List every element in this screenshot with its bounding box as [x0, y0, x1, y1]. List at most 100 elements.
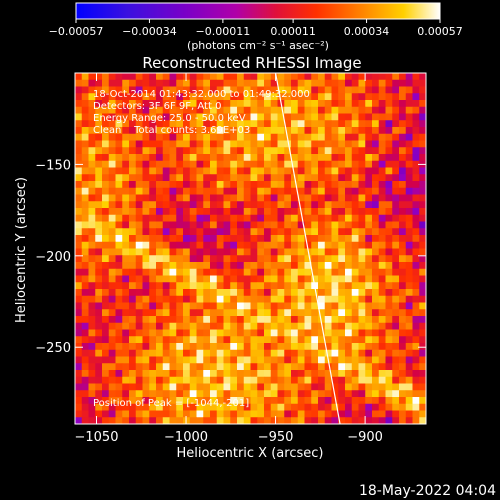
heatmap-pixel: [230, 390, 238, 398]
heatmap-pixel: [318, 208, 326, 216]
heatmap-pixel: [270, 275, 278, 283]
heatmap-pixel: [108, 410, 116, 418]
heatmap-pixel: [108, 167, 116, 175]
heatmap-pixel: [399, 410, 407, 418]
heatmap-pixel: [102, 410, 110, 418]
heatmap-pixel: [257, 417, 265, 424]
heatmap-pixel: [331, 282, 339, 290]
heatmap-pixel: [81, 343, 89, 351]
heatmap-pixel: [291, 309, 299, 317]
heatmap-pixel: [203, 275, 211, 283]
heatmap-pixel: [115, 322, 123, 330]
heatmap-pixel: [257, 140, 265, 148]
heatmap-pixel: [291, 235, 299, 243]
heatmap-pixel: [358, 235, 366, 243]
heatmap-pixel: [385, 154, 393, 162]
heatmap-pixel: [338, 221, 346, 229]
heatmap-pixel: [196, 73, 204, 81]
heatmap-pixel: [210, 410, 218, 418]
heatmap-pixel: [412, 275, 420, 283]
heatmap-pixel: [318, 417, 326, 424]
heatmap-pixel: [311, 160, 319, 168]
heatmap-pixel: [372, 127, 380, 135]
heatmap-pixel: [304, 336, 312, 344]
heatmap-pixel: [122, 376, 130, 384]
heatmap-pixel: [237, 302, 245, 310]
heatmap-pixel: [75, 268, 83, 276]
heatmap-pixel: [338, 397, 346, 405]
heatmap-pixel: [135, 208, 143, 216]
heatmap-pixel: [108, 181, 116, 189]
heatmap-pixel: [392, 410, 400, 418]
heatmap-pixel: [237, 349, 245, 357]
heatmap-pixel: [264, 349, 272, 357]
heatmap-pixel: [243, 147, 251, 155]
heatmap-pixel: [338, 187, 346, 195]
heatmap-pixel: [183, 302, 191, 310]
heatmap-pixel: [162, 417, 170, 424]
heatmap-pixel: [108, 390, 116, 398]
heatmap-pixel: [345, 187, 353, 195]
heatmap-pixel: [149, 181, 157, 189]
heatmap-pixel: [81, 113, 89, 121]
heatmap-pixel: [142, 403, 150, 411]
heatmap-pixel: [75, 417, 83, 424]
heatmap-pixel: [102, 208, 110, 216]
heatmap-pixel: [311, 316, 319, 324]
heatmap-pixel: [156, 302, 164, 310]
heatmap-pixel: [365, 356, 373, 364]
heatmap-pixel: [122, 93, 130, 101]
heatmap-pixel: [284, 390, 292, 398]
heatmap-pixel: [156, 275, 164, 283]
heatmap-pixel: [88, 268, 96, 276]
heatmap-pixel: [351, 194, 359, 202]
colorbar-tick-label: −0.00011: [196, 25, 251, 38]
heatmap-pixel: [230, 120, 238, 128]
heatmap-pixel: [372, 295, 380, 303]
heatmap-pixel: [129, 147, 137, 155]
heatmap-pixel: [399, 282, 407, 290]
heatmap-pixel: [324, 214, 332, 222]
heatmap-pixel: [304, 316, 312, 324]
heatmap-pixel: [270, 181, 278, 189]
heatmap-pixel: [129, 363, 137, 371]
heatmap-pixel: [102, 255, 110, 263]
heatmap-pixel: [203, 113, 211, 121]
heatmap-pixel: [108, 376, 116, 384]
heatmap-pixel: [122, 349, 130, 357]
heatmap-pixel: [277, 187, 285, 195]
heatmap-pixel: [189, 322, 197, 330]
heatmap-pixel: [243, 316, 251, 324]
heatmap-pixel: [108, 255, 116, 263]
heatmap-pixel: [345, 376, 353, 384]
heatmap-pixel: [142, 93, 150, 101]
heatmap-pixel: [358, 228, 366, 236]
heatmap-pixel: [419, 194, 426, 202]
heatmap-pixel: [324, 370, 332, 378]
heatmap-pixel: [183, 133, 191, 141]
heatmap-pixel: [95, 181, 103, 189]
heatmap-pixel: [291, 140, 299, 148]
heatmap-pixel: [392, 113, 400, 121]
heatmap-pixel: [88, 255, 96, 263]
heatmap-pixel: [284, 349, 292, 357]
heatmap-pixel: [284, 140, 292, 148]
heatmap-pixel: [338, 174, 346, 182]
heatmap-pixel: [88, 127, 96, 135]
heatmap-pixel: [237, 336, 245, 344]
heatmap-pixel: [75, 309, 83, 317]
heatmap-pixel: [176, 248, 184, 256]
heatmap-pixel: [210, 208, 218, 216]
heatmap-pixel: [405, 356, 413, 364]
heatmap-pixel: [297, 316, 305, 324]
heatmap-pixel: [102, 363, 110, 371]
heatmap-pixel: [203, 383, 211, 391]
heatmap-pixel: [277, 181, 285, 189]
heatmap-pixel: [129, 390, 137, 398]
heatmap-pixel: [345, 329, 353, 337]
heatmap-pixel: [203, 228, 211, 236]
heatmap-pixel: [122, 262, 130, 270]
heatmap-pixel: [392, 228, 400, 236]
heatmap-pixel: [230, 187, 238, 195]
heatmap-pixel: [297, 140, 305, 148]
